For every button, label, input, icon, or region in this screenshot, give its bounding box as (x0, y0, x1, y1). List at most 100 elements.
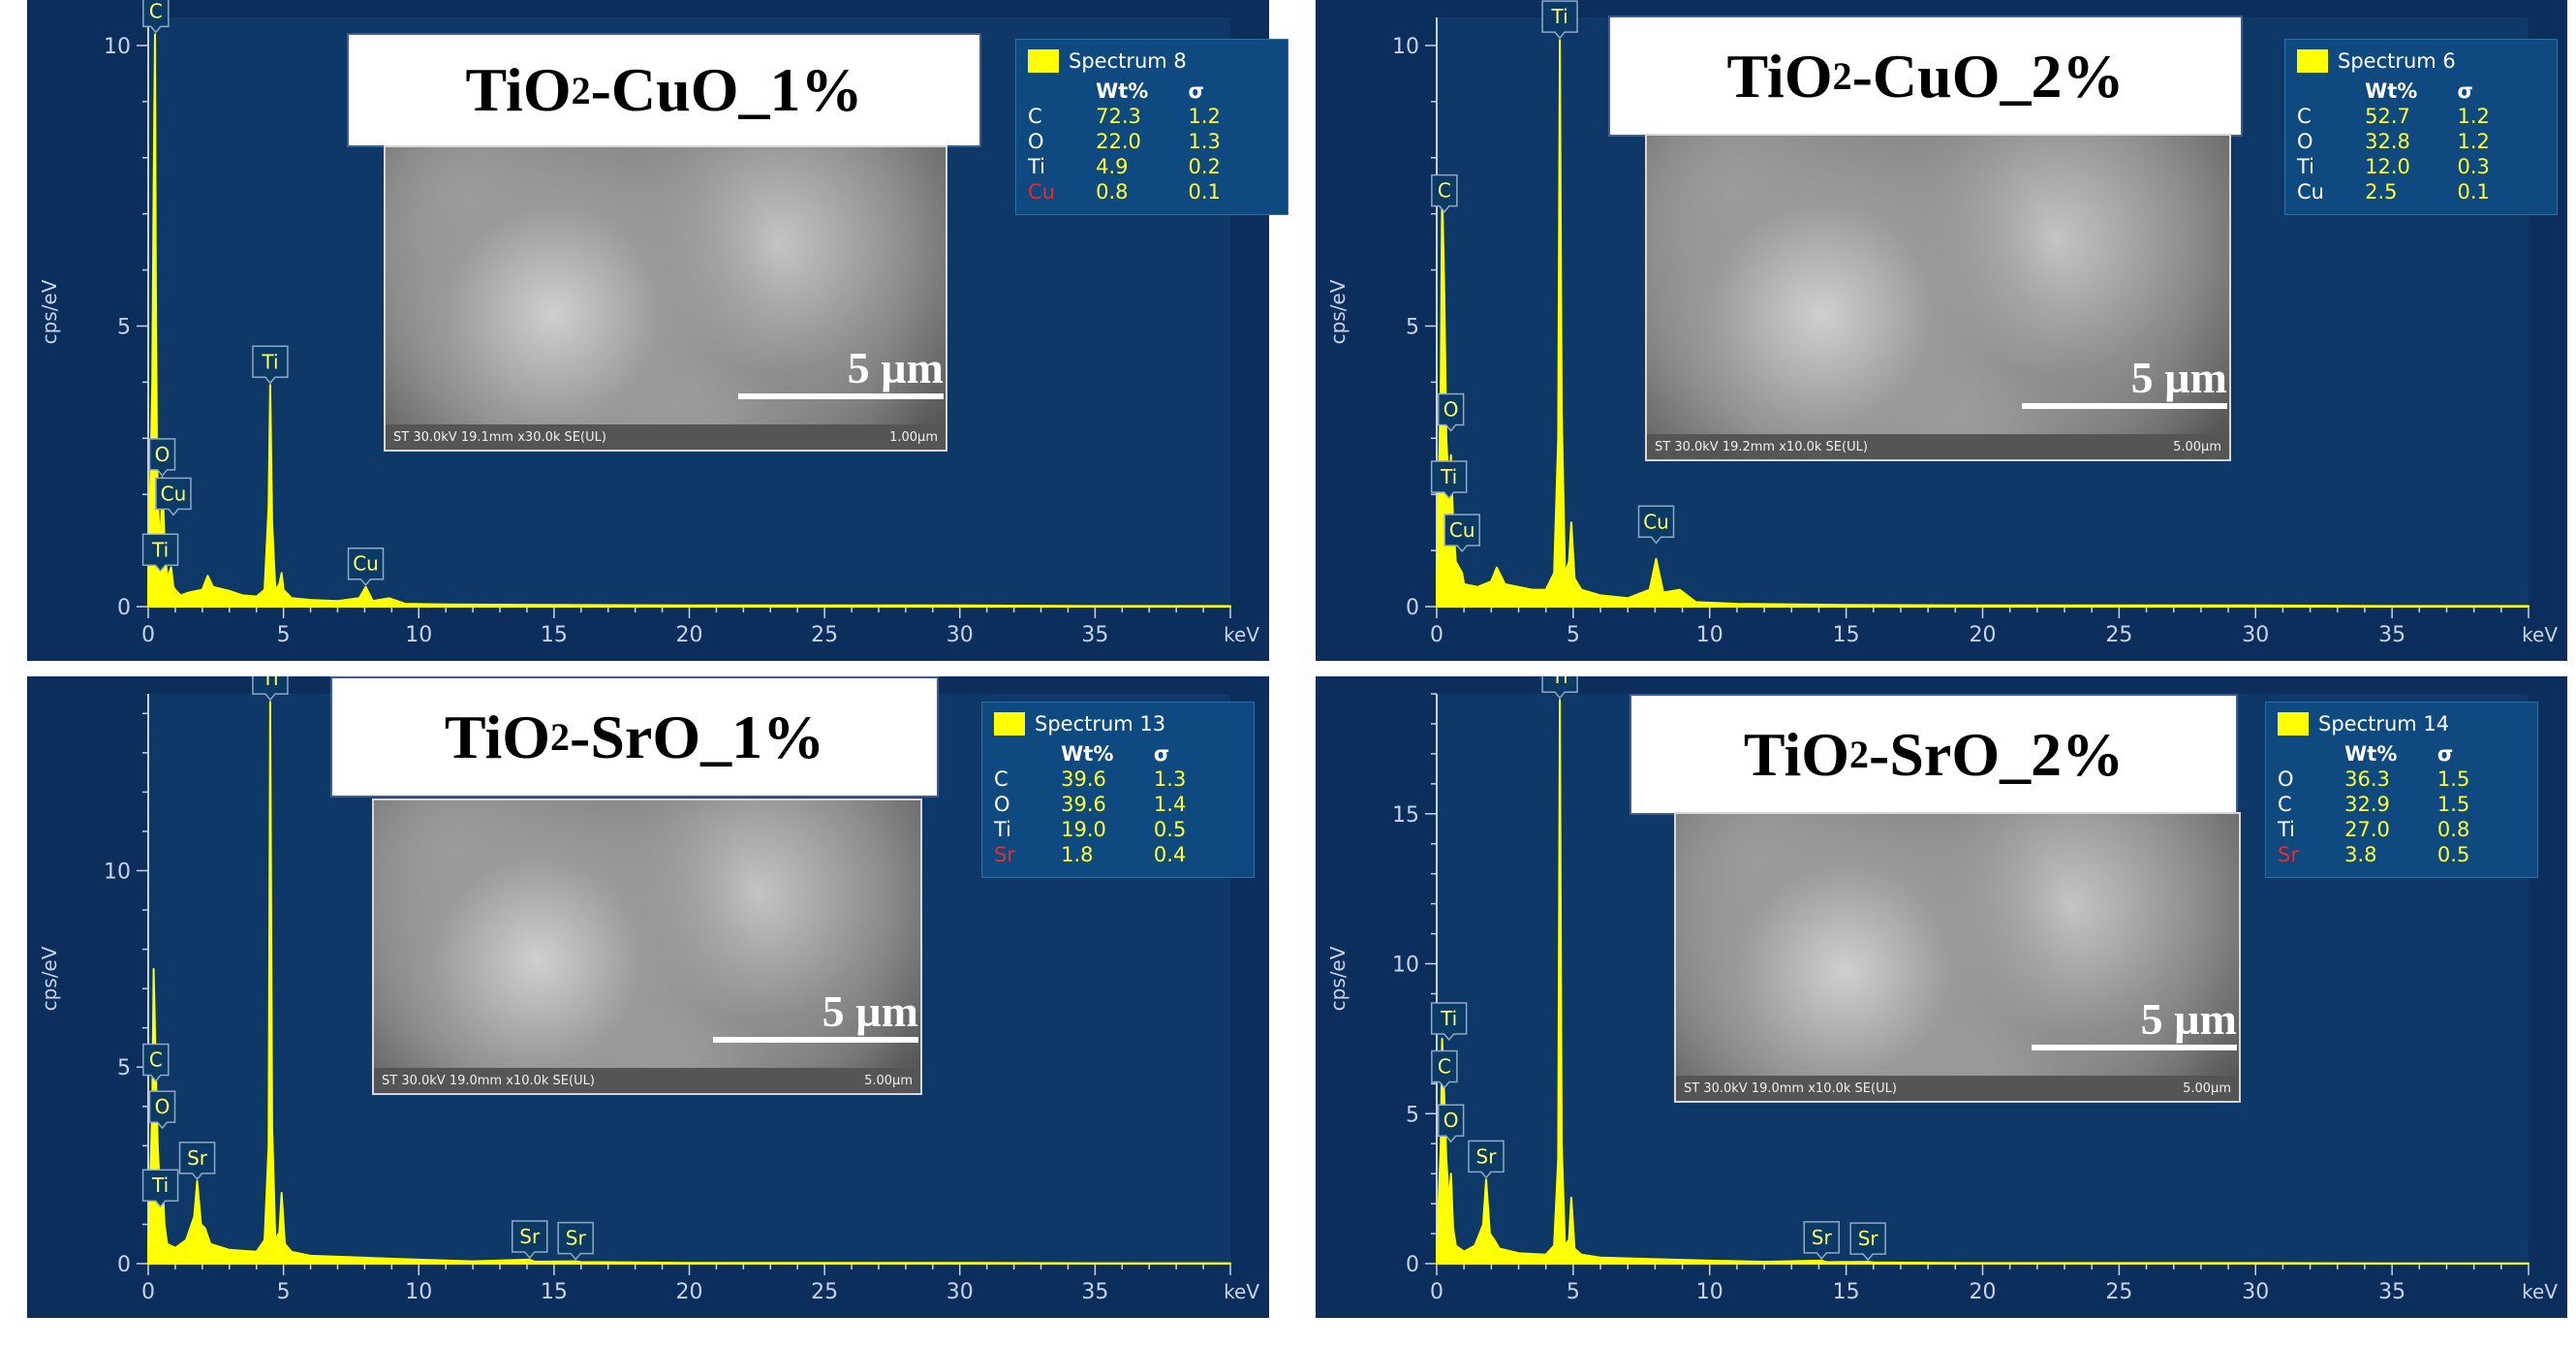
peak-label: Ti (1430, 1002, 1468, 1042)
element-symbol: Sr (2278, 843, 2299, 866)
peak-label-box (1468, 1140, 1505, 1179)
peak-label-box (1431, 1049, 1458, 1089)
element-symbol: C (2278, 793, 2292, 816)
peak-label-box (1803, 1221, 1841, 1261)
sem-settings: ST 30.0kV 19.2mm x10.0k SE(UL) (1655, 439, 1868, 454)
x-tick-label: 15 (541, 1280, 568, 1304)
sigma-value: 1.2 (1188, 105, 1221, 128)
sem-micrograph (374, 800, 920, 1068)
peak-label: O (1437, 392, 1465, 432)
spectrum-panel-3: 0 5 10 15 20 25 30 35 keV 0 5 10 cps/eV C O Ti Sr Ti Sr Sr T… (27, 676, 1269, 1318)
x-tick-label: 15 (541, 623, 568, 647)
composition-row: Cu 0.8 0.1 (1028, 179, 1276, 204)
peak-label-text: C (1438, 1055, 1451, 1079)
column-header: Wt% (2344, 742, 2398, 766)
sigma-value: 0.4 (1153, 843, 1187, 866)
peak-label-box (1437, 392, 1465, 432)
column-header: σ (2457, 79, 2473, 103)
peak-label-box (1849, 1222, 1886, 1262)
x-tick-label: 5 (1567, 623, 1580, 647)
sigma-value: 0.8 (2436, 818, 2470, 841)
peak-label-box (1430, 460, 1468, 500)
composition-legend: Spectrum 13 Wt% σ C 39.6 1.3 O 39.6 1.4 Ti 19.0 0.5… (981, 702, 1255, 878)
element-symbol: C (2297, 105, 2312, 128)
x-tick-label: 35 (1081, 1280, 1108, 1304)
x-axis-label: keV (1224, 1280, 1259, 1303)
peak-label: Ti (252, 676, 289, 702)
peak-label-box (252, 676, 289, 702)
y-tick-label: 0 (1406, 596, 1419, 620)
column-header: σ (1188, 79, 1204, 103)
x-tick-label: 5 (1567, 1280, 1580, 1304)
weight-percent: 19.0 (1061, 818, 1106, 841)
element-symbol: O (1028, 130, 1044, 153)
peak-label: C (1431, 1049, 1458, 1089)
scale-bar (2022, 403, 2227, 409)
peak-label-text: O (1443, 397, 1459, 421)
peak-label: Sr (1803, 1221, 1841, 1261)
peak-label: C (142, 1043, 170, 1082)
element-symbol: Sr (994, 843, 1015, 866)
peak-label-box (252, 345, 289, 385)
x-tick-label: 30 (947, 1280, 974, 1304)
composition-row: O 22.0 1.3 (1028, 129, 1276, 154)
spectrum-name: Spectrum 6 (2338, 49, 2456, 73)
peak-label: Ti (1541, 676, 1578, 700)
sem-settings: ST 30.0kV 19.0mm x10.0k SE(UL) (1684, 1080, 1897, 1096)
peak-label-text: Cu (1643, 510, 1669, 533)
composition-row: O 39.6 1.4 (994, 792, 1242, 817)
x-tick-label: 35 (1081, 623, 1108, 647)
y-tick-label: 10 (1392, 35, 1419, 59)
x-tick-label: 20 (676, 623, 703, 647)
weight-percent: 2.5 (2365, 180, 2398, 203)
y-tick-label: 0 (117, 596, 131, 620)
scale-bar-label: 5 µm (822, 986, 918, 1036)
composition-row: Ti 4.9 0.2 (1028, 154, 1276, 179)
peak-label-text: Sr (566, 1227, 587, 1250)
scale-bar-label: 5 µm (847, 343, 944, 392)
x-axis-label: keV (2522, 623, 2558, 646)
element-symbol: Ti (994, 818, 1012, 841)
composition-row: C 52.7 1.2 (2297, 104, 2545, 129)
peak-label: C (142, 0, 170, 34)
peak-label-box (511, 1220, 548, 1260)
spectrum-series (1436, 699, 2529, 1265)
sem-micrograph (1647, 136, 2229, 434)
peak-label-box (148, 1090, 176, 1130)
peak-label-box (1431, 173, 1458, 213)
x-axis-label: keV (1224, 623, 1259, 646)
weight-percent: 32.8 (2365, 130, 2410, 153)
peak-label-box (1541, 676, 1578, 700)
element-symbol: O (2278, 767, 2294, 791)
x-tick-label: 0 (141, 1280, 155, 1304)
x-axis-label: keV (2522, 1280, 2558, 1303)
peak-label-text: Ti (1440, 1007, 1457, 1030)
peak-label: O (1437, 1104, 1465, 1143)
composition-table: Wt% σ C 72.3 1.2 O 22.0 1.3 Ti 4.9 0.2 Cu 0.8 0.1 (1028, 78, 1276, 204)
weight-percent: 22.0 (1096, 130, 1141, 153)
x-tick-label: 25 (2105, 623, 2132, 647)
spectrum-panel-4: 0 5 10 15 20 25 30 35 keV 0 5 10 15 cps/eV Ti C O Sr Ti Sr S… (1316, 676, 2567, 1318)
weight-percent: 52.7 (2365, 105, 2410, 128)
peak-label-box (1437, 1104, 1465, 1143)
peak-label: O (148, 438, 176, 477)
sem-image: 5 µm ST 30.0kV 19.1mm x30.0k SE(UL) 1.00µm (384, 145, 947, 452)
peak-label-text: C (149, 1048, 163, 1071)
panel-title: TiO 2 -CuO_2% (1608, 16, 2243, 137)
sem-image: 5 µm ST 30.0kV 19.2mm x10.0k SE(UL) 5.00µm (1645, 134, 2231, 461)
weight-percent: 12.0 (2365, 155, 2410, 178)
panel-title: TiO 2 -SrO_1% (330, 676, 939, 798)
x-tick-label: 15 (1833, 1280, 1860, 1304)
peak-label-box (142, 1043, 170, 1082)
x-tick-label: 10 (405, 623, 432, 647)
peak-label-text: Sr (519, 1225, 541, 1248)
peak-label-text: Ti (261, 676, 278, 690)
column-header: σ (1153, 742, 1170, 766)
peak-label-text: C (149, 0, 163, 22)
peak-label: Ti (1541, 0, 1578, 40)
weight-percent: 72.3 (1096, 105, 1141, 128)
x-tick-label: 5 (277, 1280, 291, 1304)
scale-bar (713, 1037, 918, 1043)
x-tick-label: 15 (1833, 623, 1860, 647)
element-symbol: C (1028, 105, 1042, 128)
